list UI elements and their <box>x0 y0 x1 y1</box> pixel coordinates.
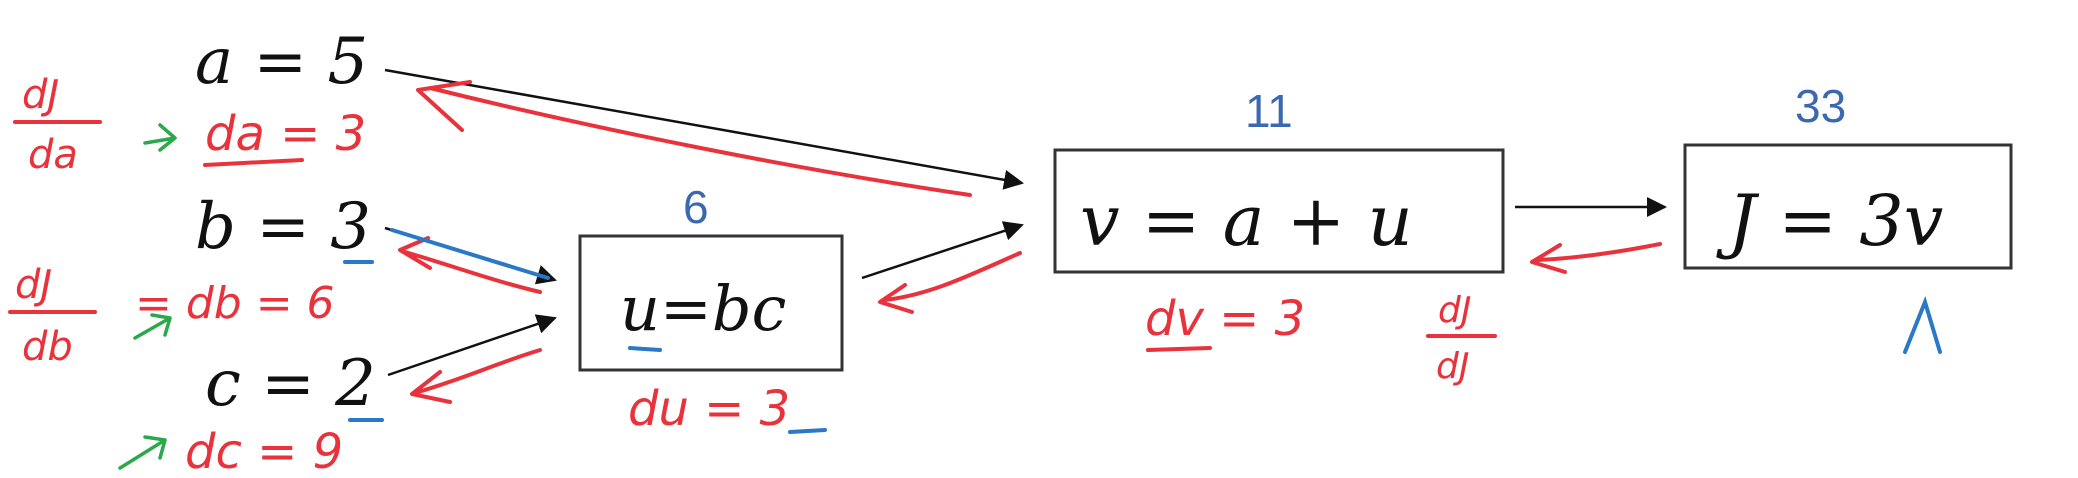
input-a: a = 5 <box>195 25 368 99</box>
annotation-dc: dc = 9 <box>185 424 343 478</box>
arrow-u-to-v <box>861 221 1024 280</box>
backprop-arrow-J-to-v <box>1530 242 1662 274</box>
node-u-value: 6 <box>683 181 709 233</box>
annotation-du: du = 3 <box>628 381 790 437</box>
annotation-dJ-db: dJ db <box>8 262 97 370</box>
backprop-arrow-u-to-b <box>398 236 542 294</box>
backprop-arrow-u-to-c <box>410 348 542 404</box>
input-b: b = 3 <box>195 190 371 264</box>
input-c: c = 2 <box>205 347 376 421</box>
green-arrow-dc <box>118 435 167 470</box>
underline-u-var <box>628 346 662 352</box>
annotation-db: = db = 6 <box>135 278 335 329</box>
node-J-expr: J = 3v <box>1716 180 1943 262</box>
node-u-box <box>578 234 844 372</box>
backprop-arrow-v-to-a <box>416 80 972 197</box>
green-arrow-db <box>133 313 172 340</box>
annotation-dJ-da-den: da <box>28 132 78 178</box>
arrow-c-to-u <box>387 314 557 377</box>
blue-pointer-mark <box>1903 295 1942 354</box>
annotation-dJ-dJ-num: dJ <box>1438 290 1471 331</box>
blue-stroke-b-to-u <box>390 228 550 280</box>
annotation-dJ-db-num: dJ <box>15 262 52 308</box>
node-J-value: 33 <box>1795 80 1846 132</box>
backprop-arrow-v-to-u <box>878 251 1022 314</box>
green-arrow-da <box>143 123 177 152</box>
annotation-dJ-da-num: dJ <box>22 72 59 118</box>
annotation-dv: dv = 3 <box>1145 291 1305 347</box>
annotation-dJ-db-den: db <box>22 324 73 370</box>
annotation-dJ-da: dJ da <box>13 72 102 178</box>
node-u-expr: u=bc <box>620 272 786 345</box>
underline-dv <box>1146 346 1212 352</box>
arrow-a-to-v <box>384 68 1024 190</box>
underline-du-value <box>788 428 827 434</box>
annotation-dJ-dJ-den: dJ <box>1436 346 1469 387</box>
node-v-box <box>1053 148 1505 274</box>
annotation-dJ-dJ: dJ dJ <box>1426 290 1497 387</box>
node-J-box <box>1683 143 2013 270</box>
underline-da <box>203 158 304 167</box>
annotation-da: da = 3 <box>205 106 366 162</box>
node-v-value: 11 <box>1245 85 1293 137</box>
node-v-expr: v = a + u <box>1080 180 1413 262</box>
